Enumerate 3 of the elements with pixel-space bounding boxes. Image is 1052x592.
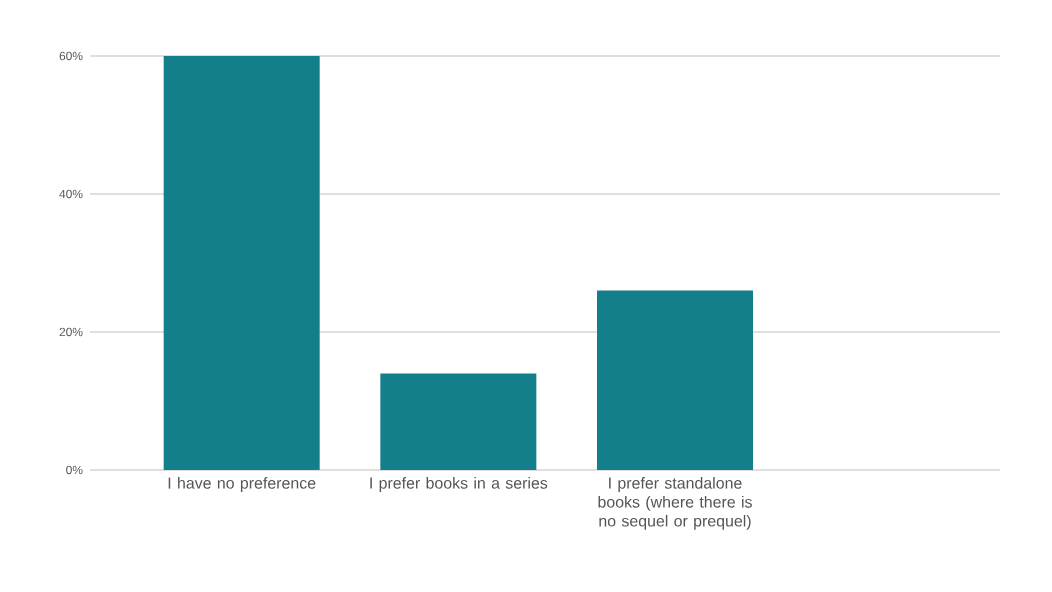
- bar: [380, 373, 537, 470]
- bar: [597, 290, 754, 470]
- bar: [163, 56, 320, 470]
